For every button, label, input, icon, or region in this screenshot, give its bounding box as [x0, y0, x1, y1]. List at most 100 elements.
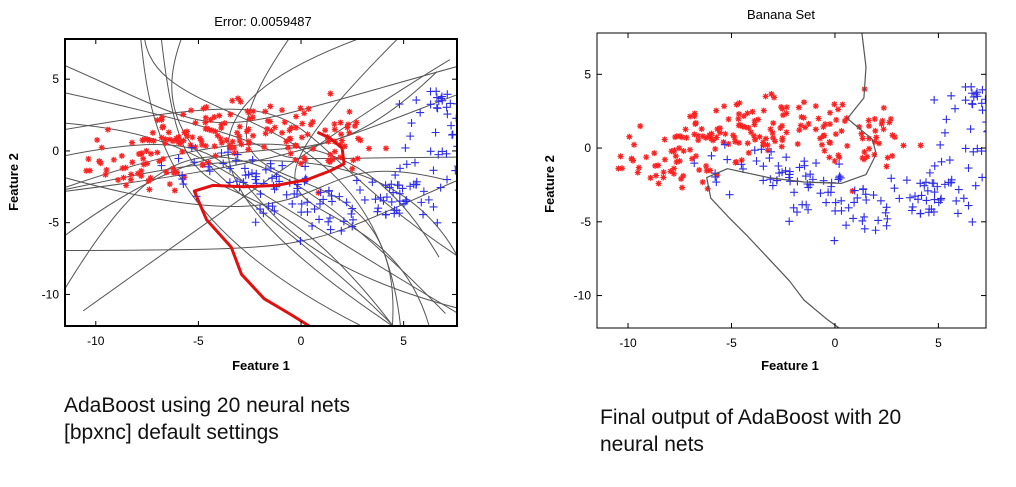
blue-point — [476, 134, 484, 142]
blue-point — [491, 122, 499, 130]
blue-point — [426, 100, 435, 109]
blue-point — [853, 193, 862, 202]
blue-point — [432, 87, 441, 96]
red-point — [836, 154, 843, 161]
red-point — [864, 153, 871, 160]
red-point — [279, 107, 286, 114]
red-point — [234, 129, 241, 136]
blue-point — [991, 168, 999, 176]
red-point — [150, 137, 157, 144]
blue-point — [952, 196, 961, 205]
blue-point — [447, 121, 456, 130]
red-point — [214, 132, 221, 139]
blue-point — [426, 147, 435, 156]
red-point — [346, 108, 353, 115]
red-point — [140, 155, 147, 162]
red-point — [871, 138, 878, 145]
red-point — [778, 143, 785, 150]
red-point — [826, 109, 833, 116]
red-point — [767, 126, 774, 133]
red-point — [670, 165, 677, 172]
blue-point — [830, 236, 839, 245]
blue-point — [395, 209, 404, 218]
red-point — [141, 136, 148, 143]
red-point — [236, 123, 243, 130]
red-point — [736, 100, 743, 107]
red-point — [796, 127, 803, 134]
blue-point — [945, 156, 954, 165]
blue-point — [396, 164, 405, 173]
red-point — [643, 154, 650, 161]
red-point — [170, 165, 177, 172]
blue-point — [844, 203, 853, 212]
red-point — [357, 137, 364, 144]
blue-point — [406, 182, 415, 191]
red-point — [192, 119, 199, 126]
red-point — [140, 161, 147, 168]
red-point — [229, 97, 236, 104]
l-ytick-label: -10 — [42, 287, 60, 301]
red-point — [189, 134, 196, 141]
blue-point — [412, 96, 421, 105]
red-point — [865, 122, 872, 129]
blue-point — [387, 180, 396, 189]
blue-point — [349, 215, 358, 224]
red-point — [207, 116, 214, 123]
red-point — [619, 165, 626, 172]
chart-left: Error: 0.0059487 -10 -5 0 5 5 0 -5 -10 Feature … — [6, 14, 499, 373]
blue-point — [247, 169, 256, 178]
red-point — [229, 138, 236, 145]
blue-point — [270, 206, 279, 215]
blue-point — [259, 209, 268, 218]
red-point — [203, 104, 210, 111]
blue-point — [991, 110, 999, 118]
red-point — [671, 147, 678, 154]
caption-right-line-2: neural nets — [600, 433, 704, 456]
blue-point — [174, 154, 183, 163]
red-point — [833, 116, 840, 123]
blue-point — [1012, 130, 1016, 138]
blue-point — [869, 191, 878, 200]
blue-point — [930, 161, 939, 170]
chart-left-axes-frame — [64, 38, 458, 327]
blue-point — [992, 73, 1000, 81]
blue-point — [969, 147, 978, 156]
red-point — [267, 118, 274, 125]
red-point — [698, 125, 705, 132]
red-point — [730, 132, 737, 139]
blue-point — [925, 168, 934, 177]
red-point — [143, 147, 150, 154]
blue-point — [953, 209, 962, 218]
blue-point — [971, 181, 980, 190]
blue-point — [997, 153, 1005, 161]
red-point — [670, 170, 677, 177]
blue-point — [400, 199, 409, 208]
blue-point — [929, 207, 938, 216]
red-point — [245, 146, 252, 153]
blue-point — [261, 165, 270, 174]
red-point — [676, 145, 683, 152]
blue-point — [292, 190, 301, 199]
blue-point — [429, 166, 438, 175]
blue-point — [301, 162, 310, 171]
red-point — [838, 127, 845, 134]
red-point — [745, 149, 752, 156]
blue-point — [1009, 149, 1016, 157]
red-point — [704, 185, 711, 192]
blue-point — [923, 186, 932, 195]
blue-point — [940, 128, 949, 137]
blue-point — [992, 196, 1000, 204]
red-point — [331, 148, 338, 155]
red-point — [104, 126, 111, 133]
red-point — [687, 113, 694, 120]
red-point — [160, 123, 167, 130]
red-point — [221, 120, 228, 127]
red-point — [217, 135, 224, 142]
red-point — [264, 117, 271, 124]
red-point — [287, 150, 294, 157]
blue-point — [419, 187, 428, 196]
red-point — [145, 177, 152, 184]
l-xtick-label: 5 — [400, 334, 407, 348]
blue-point — [930, 195, 939, 204]
blue-point — [442, 149, 451, 158]
